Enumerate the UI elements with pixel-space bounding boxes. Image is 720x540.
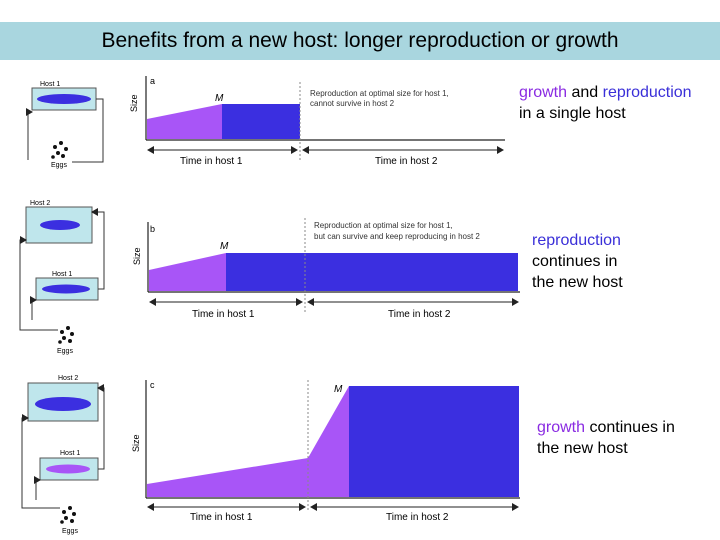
cycle-line-b1 xyxy=(91,208,105,290)
caption-c-line2: the new host xyxy=(537,440,628,457)
time-host2-label-b: Time in host 2 xyxy=(388,309,451,320)
m-label-c: M xyxy=(334,384,343,395)
caption-c: growth continues in the new host xyxy=(537,417,675,459)
cycle-line-c3 xyxy=(34,476,41,500)
caption-b: reproduction continues in the new host xyxy=(532,230,623,293)
time-host1-label-b: Time in host 1 xyxy=(192,309,255,320)
caption-c-growth: growth xyxy=(537,419,586,436)
host2-label-c: Host 2 xyxy=(58,375,78,382)
host1-label-b: Host 1 xyxy=(52,271,72,278)
host2-label-b: Host 2 xyxy=(30,200,50,207)
reproduction-area-a xyxy=(222,104,300,139)
annotation-c-line3: optimal size for host 2 xyxy=(186,431,264,440)
caption-a-and: and xyxy=(567,84,603,101)
growth-area-a xyxy=(147,104,222,139)
eggs-b xyxy=(58,326,74,344)
panel-letter-b: b xyxy=(150,224,155,234)
slide-title-bar: Benefits from a new host: longer reprodu… xyxy=(0,22,720,60)
annotation-b-line2: but can survive and keep reproducing in … xyxy=(314,232,480,241)
host-schematic-a: Host 1 Eggs xyxy=(26,81,104,169)
caption-b-line2: continues in xyxy=(532,253,618,270)
cycle-line-b3 xyxy=(30,296,37,320)
cycle-line-a xyxy=(72,98,104,163)
parasite-c-host2 xyxy=(35,397,91,411)
cycle-line-b2 xyxy=(19,236,58,331)
annotation-c-line1: Growth in both hosts until xyxy=(186,409,276,418)
m-label-a: M xyxy=(215,93,224,104)
caption-c-continues: continues in xyxy=(585,419,675,436)
eggs-label-c: Eggs xyxy=(62,528,78,535)
growth-area-c xyxy=(147,386,349,497)
time-host2-label-a: Time in host 2 xyxy=(375,156,438,167)
caption-a-reproduction: reproduction xyxy=(602,84,692,101)
host1-label-c: Host 1 xyxy=(60,450,80,457)
parasite-a xyxy=(37,94,91,104)
eggs-label-a: Eggs xyxy=(51,162,67,169)
eggs-label-b: Eggs xyxy=(57,348,73,355)
panel-letter-c: c xyxy=(150,380,155,390)
cycle-line-a2 xyxy=(26,108,33,160)
caption-a-growth: growth xyxy=(519,84,568,101)
parasite-c-host1 xyxy=(46,464,90,474)
size-axis-label-c: Size xyxy=(131,434,141,452)
annotation-b-line1: Reproduction at optimal size for host 1, xyxy=(314,221,453,230)
time-host1-label-c: Time in host 1 xyxy=(190,512,253,523)
time-host2-label-c: Time in host 2 xyxy=(386,512,449,523)
panel-a: Host 1 Eggs Size a M Reproduction at opt… xyxy=(26,76,505,169)
cycle-line-c2 xyxy=(21,414,60,509)
eggs-c xyxy=(60,506,76,524)
caption-b-line3: the new host xyxy=(532,274,623,291)
host1-label-a: Host 1 xyxy=(40,81,60,88)
time-host1-label-a: Time in host 1 xyxy=(180,156,243,167)
panel-c: Host 2 Host 1 Eggs Size c M Growth in bo… xyxy=(21,375,520,535)
reproduction-area-b xyxy=(226,253,518,291)
m-label-b: M xyxy=(220,241,229,252)
reproduction-area-c xyxy=(349,386,519,497)
slide-title: Benefits from a new host: longer reprodu… xyxy=(101,29,619,52)
panel-b: Host 2 Host 1 Eggs Size b M Reproduction… xyxy=(19,200,520,355)
parasite-b-host2 xyxy=(40,220,80,230)
host-schematic-b: Host 2 Host 1 Eggs xyxy=(19,200,105,355)
host-schematic-c: Host 2 Host 1 Eggs xyxy=(21,375,105,535)
cycle-line-c1 xyxy=(97,384,105,470)
caption-a-line2: in a single host xyxy=(519,105,626,122)
annotation-a-line2: cannot survive in host 2 xyxy=(310,99,395,108)
caption-a: growth and reproduction in a single host xyxy=(519,82,692,124)
size-axis-label-a: Size xyxy=(129,94,139,112)
annotation-c-line2: onset of reproduction at xyxy=(186,420,271,429)
annotation-a-line1: Reproduction at optimal size for host 1, xyxy=(310,89,449,98)
eggs-a xyxy=(51,141,68,159)
panel-letter-a: a xyxy=(150,76,155,86)
growth-area-b xyxy=(149,253,226,291)
parasite-b-host1 xyxy=(42,284,90,294)
caption-b-reproduction: reproduction xyxy=(532,232,621,249)
size-axis-label-b: Size xyxy=(132,247,142,265)
